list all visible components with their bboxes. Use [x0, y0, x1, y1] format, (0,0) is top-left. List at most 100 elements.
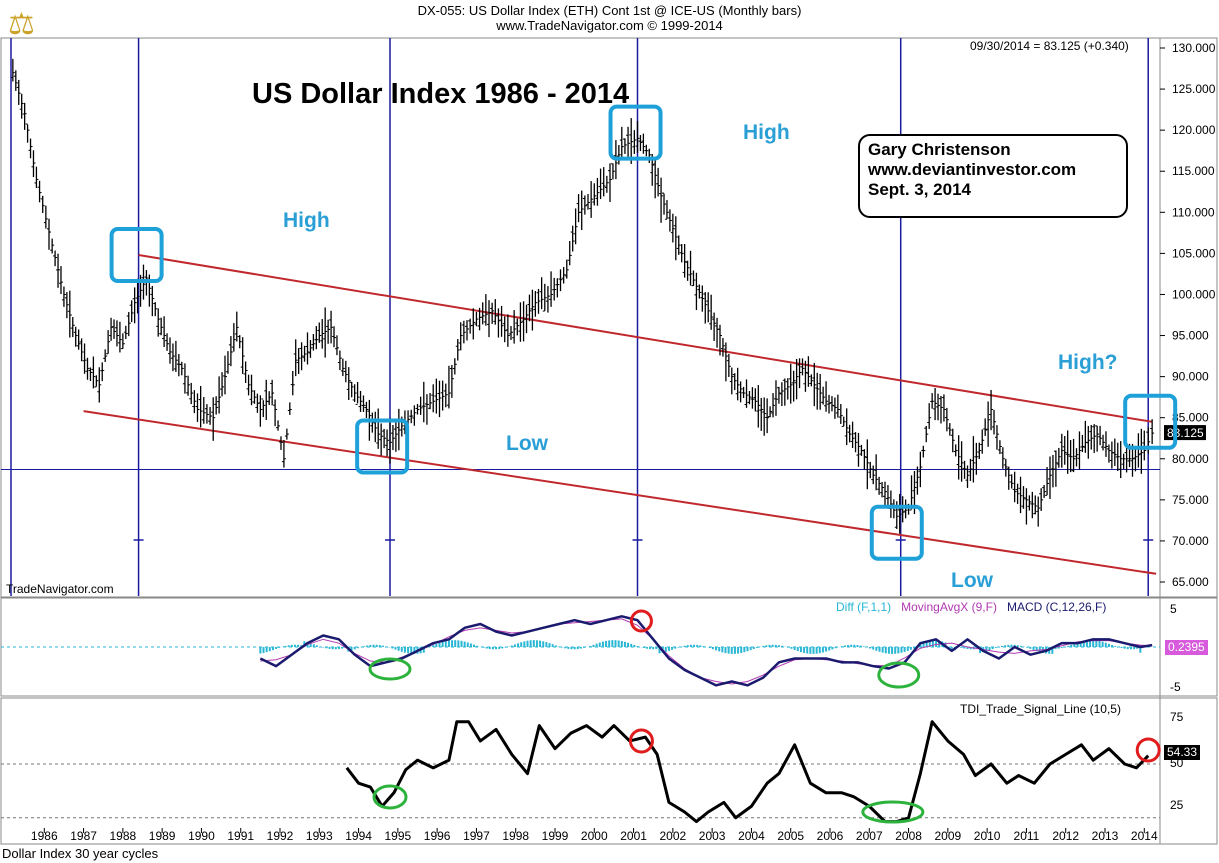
macd-diff-bar	[422, 647, 425, 653]
macd-diff-bar	[749, 647, 752, 651]
x-tick-label: 2012	[1052, 829, 1079, 843]
macd-diff-bar	[623, 641, 626, 647]
macd-diff-bar	[991, 647, 994, 650]
macd-diff-bar	[806, 647, 809, 654]
macd-diff-bar	[482, 647, 485, 648]
x-tick-label: 2007	[856, 829, 883, 843]
x-tick-label: 1986	[31, 829, 58, 843]
x-tick-label: 2002	[660, 829, 687, 843]
y-tick-label: 70.000	[1172, 534, 1209, 548]
y-tick-label: 80.000	[1172, 452, 1209, 466]
macd-diff-bar	[1101, 641, 1104, 647]
tdi-panel-frame	[0, 697, 1218, 845]
macd-diff-bar	[268, 647, 271, 652]
macd-diff-bar	[460, 640, 463, 647]
macd-diff-bar	[315, 645, 318, 647]
macd-diff-bar	[567, 647, 570, 649]
price-panel-frame	[0, 37, 1218, 598]
macd-diff-bar	[1126, 647, 1129, 650]
macd-diff-bar	[1010, 644, 1013, 647]
macd-diff-bar	[825, 647, 828, 652]
macd-diff-bar	[501, 647, 504, 649]
macd-diff-bar	[950, 647, 953, 650]
y-tick-label: 125.000	[1172, 82, 1216, 96]
logo-icon: ⚖	[8, 8, 35, 41]
macd-diff-bar	[737, 647, 740, 654]
macd-diff-bar	[1029, 647, 1032, 649]
macd-red-circle	[629, 609, 653, 633]
y-tick-label: 95.000	[1172, 329, 1209, 343]
macd-diff-bar	[818, 647, 821, 654]
macd-diff-bar	[803, 647, 806, 653]
macd-moving-avg-line	[260, 618, 1153, 685]
tdi-green-ellipse-1995	[372, 784, 408, 810]
macd-diff-bar	[1139, 647, 1142, 653]
macd-diff-bar	[900, 647, 903, 653]
macd-diff-bar	[752, 647, 755, 649]
x-tick-label: 1992	[267, 829, 294, 843]
macd-diff-bar	[862, 646, 865, 647]
macd-diff-bar	[1095, 640, 1098, 647]
macd-diff-bar	[1054, 647, 1057, 650]
macd-diff-bar	[796, 647, 799, 652]
tdi-line	[345, 720, 1150, 824]
macd-diff-bar	[617, 640, 620, 647]
x-tick-label: 2006	[817, 829, 844, 843]
macd-diff-bar	[495, 647, 498, 650]
macd-diff-bar	[539, 640, 542, 647]
macd-diff-bar	[1016, 645, 1019, 647]
macd-diff-bar	[884, 647, 887, 654]
macd-diff-bar	[960, 647, 963, 648]
macd-diff-bar	[627, 642, 630, 647]
macd-tick-5: 5	[1170, 602, 1177, 616]
y-tick-label: 90.000	[1172, 370, 1209, 384]
x-tick-label: 2011	[1014, 829, 1040, 843]
macd-diff-bar	[334, 647, 337, 650]
x-tick-label: 2009	[935, 829, 962, 843]
macd-diff-bar	[715, 647, 718, 651]
macd-diff-bar	[520, 642, 523, 647]
macd-diff-bar	[787, 647, 790, 648]
x-tick-label: 1987	[70, 829, 97, 843]
x-tick-label: 1993	[306, 829, 333, 843]
macd-diff-bar	[583, 647, 586, 648]
credit-date: Sept. 3, 2014	[868, 180, 972, 199]
macd-diff-bar	[963, 647, 966, 649]
x-tick-label: 1991	[227, 829, 254, 843]
annotation-high-1989: High	[283, 209, 330, 232]
macd-diff-bar	[1067, 645, 1070, 647]
macd-diff-bar	[1007, 644, 1010, 647]
macd-diff-bar	[1035, 647, 1038, 652]
macd-diff-bar	[1057, 647, 1060, 649]
macd-diff-bar	[451, 640, 454, 647]
macd-diff-bar	[309, 643, 312, 647]
macd-diff-bar	[319, 646, 322, 647]
tdi-title: TDI_Trade_Signal_Line (10,5)	[960, 702, 1121, 716]
macd-diff-bar	[1019, 645, 1022, 647]
macd-diff-bar	[366, 645, 369, 647]
macd-diff-bar	[548, 643, 551, 647]
macd-diff-bar	[378, 645, 381, 647]
macd-diff-bar	[630, 643, 633, 647]
macd-diff-bar	[935, 640, 938, 647]
macd-diff-bar	[463, 641, 466, 647]
macd-diff-bar	[504, 647, 507, 648]
macd-diff-bar	[328, 647, 331, 649]
macd-diff-bar	[724, 647, 727, 654]
macd-diff-bar	[1079, 641, 1082, 647]
macd-diff-bar	[812, 647, 815, 654]
macd-diff-bar	[275, 647, 278, 649]
tdi-value-badge: 54.33	[1164, 745, 1201, 760]
x-tick-label: 2004	[738, 829, 765, 843]
macd-diff-bar	[1129, 647, 1132, 650]
macd-diff-bar	[1133, 647, 1136, 650]
macd-diff-bar	[994, 647, 997, 648]
macd-diff-bar	[887, 647, 890, 654]
macd-diff-bar	[925, 640, 928, 647]
macd-diff-bar	[671, 647, 674, 650]
x-tick-label: 2005	[777, 829, 804, 843]
macd-diff-bar	[1026, 647, 1029, 648]
macd-diff-bar	[847, 644, 850, 647]
macd-diff-bar	[1107, 643, 1110, 647]
macd-diff-bar	[1089, 640, 1092, 647]
